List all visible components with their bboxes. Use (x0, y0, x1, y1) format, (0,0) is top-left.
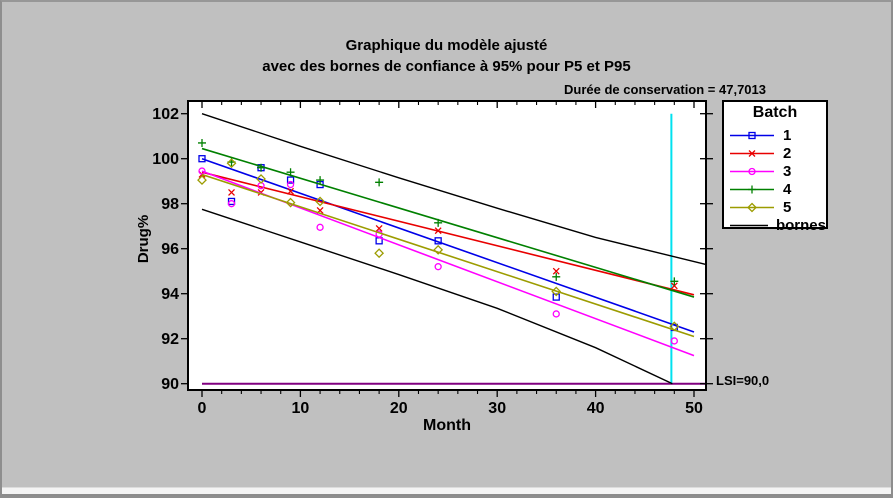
square-marker (552, 293, 560, 301)
plus-marker (198, 138, 206, 147)
diamond-marker (226, 158, 237, 169)
plus-marker (257, 163, 266, 172)
plus-marker (552, 272, 561, 281)
circle-marker (552, 310, 560, 318)
square-marker (748, 131, 756, 139)
diamond-marker (433, 244, 444, 255)
square-marker (286, 176, 295, 184)
window-bottom-edge-light (2, 487, 891, 494)
diamond-marker (285, 197, 296, 208)
plus-marker (316, 176, 325, 185)
diamond-marker (197, 175, 207, 185)
circle-marker (227, 200, 236, 208)
lsi-label: LSI=90,0 (716, 373, 770, 388)
circle-marker (748, 167, 756, 175)
square-marker (434, 237, 442, 245)
x-marker (670, 282, 678, 290)
fit-line-batch-2 (201, 171, 695, 296)
y-tick-label: 100 (152, 151, 179, 168)
legend-label: 4 (783, 180, 792, 198)
legend-item-2: 2 (724, 144, 826, 162)
legend-sample-3 (730, 167, 774, 175)
plus-marker (670, 277, 679, 286)
series-batch-1 (198, 155, 695, 333)
square-marker (198, 155, 206, 163)
legend-sample-4 (730, 185, 774, 193)
x-tick-label: 50 (685, 400, 703, 417)
circle-marker (434, 263, 442, 271)
legend-label: 3 (783, 162, 792, 180)
x-marker (434, 227, 442, 235)
window-bottom-edge-dark (2, 494, 891, 496)
square-marker (227, 197, 236, 206)
diamond-marker (315, 196, 325, 207)
legend-item-1: 1 (724, 126, 826, 144)
shelf-life-annotation: Durée de conservation = 47,7013 (564, 82, 766, 97)
legend-title: Batch (752, 104, 798, 121)
plus-marker (375, 178, 384, 187)
x-marker (375, 224, 383, 232)
legend-items: 1 2 3 4 5 bornes (724, 126, 826, 234)
legend-label: 5 (783, 198, 792, 216)
plus-marker (748, 185, 756, 193)
diamond-marker (374, 248, 385, 259)
x-tick-label: 30 (488, 400, 506, 417)
x-marker (287, 187, 295, 195)
lower-confidence-bound (201, 208, 673, 385)
y-tick-label: 90 (161, 376, 179, 393)
legend-sample-5 (730, 202, 774, 212)
y-tick-label: 94 (161, 286, 179, 303)
chart-title: Graphique du modèle ajusté avec des born… (2, 35, 891, 77)
chart-title-line2: avec des bornes de confiance à 95% pour … (262, 58, 631, 75)
y-axis-title: Drug% (134, 214, 152, 264)
x-marker (748, 149, 756, 157)
plus-marker (434, 218, 443, 227)
legend-sample-bornes (730, 224, 768, 226)
legend-label: 1 (783, 126, 792, 144)
legend-item-bornes: bornes (724, 216, 826, 234)
upper-confidence-bound (201, 113, 706, 266)
y-tick-label: 96 (161, 241, 179, 258)
circle-marker (198, 167, 206, 175)
x-tick-label: 40 (587, 400, 605, 417)
legend-sample-1 (730, 131, 774, 139)
plus-marker (286, 168, 295, 177)
chart-title-line1: Graphique du modèle ajusté (345, 37, 548, 54)
fit-line-batch-4 (201, 147, 695, 298)
circle-marker (316, 223, 324, 231)
y-tick-label: 98 (161, 196, 179, 213)
diamond-marker (747, 202, 757, 212)
y-tick-label: 102 (152, 106, 179, 123)
legend-item-5: 5 (724, 198, 826, 216)
legend-item-3: 3 (724, 162, 826, 180)
circle-marker (670, 337, 678, 345)
legend-sample-2 (730, 149, 774, 157)
y-tick-label: 92 (161, 331, 179, 348)
circle-marker (286, 180, 295, 189)
diamond-marker (256, 174, 266, 184)
series-batch-5 (197, 158, 695, 338)
diamond-marker (551, 286, 562, 297)
x-marker (552, 267, 560, 275)
legend-box[interactable]: Batch 1 2 3 4 5 bornes (722, 100, 828, 234)
x-tick-label: 20 (390, 400, 408, 417)
fit-line-batch-5 (201, 173, 695, 338)
plot-frame (187, 100, 707, 391)
diamond-marker (669, 321, 680, 332)
x-tick-label: 0 (198, 400, 207, 417)
legend-item-4: 4 (724, 180, 826, 198)
fit-line-batch-1 (201, 157, 695, 333)
legend-label: bornes (775, 216, 826, 234)
x-tick-label: 10 (292, 400, 310, 417)
x-marker (228, 188, 235, 196)
legend-label: 2 (783, 144, 792, 162)
x-axis-title: Month (423, 417, 471, 434)
